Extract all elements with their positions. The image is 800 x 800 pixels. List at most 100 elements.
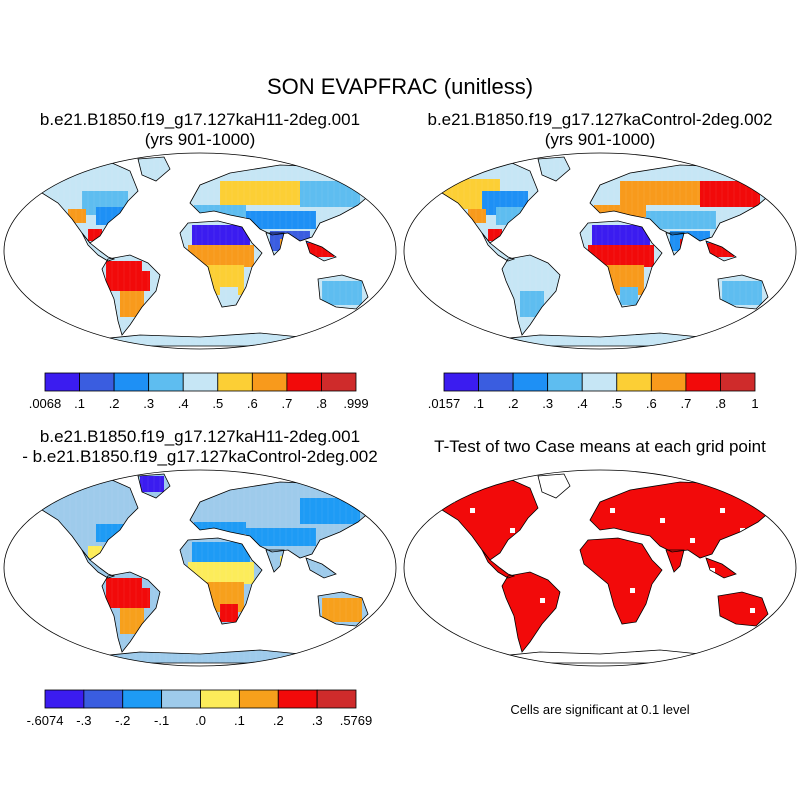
grid-cell-block: [220, 181, 300, 205]
coast-camerica: [81, 232, 116, 262]
colorbar-label: .6: [646, 396, 657, 411]
colorbar-box: [238, 689, 279, 709]
panel1-subtitle: (yrs 901-1000): [144, 130, 256, 149]
colorbar-box: [44, 372, 80, 392]
grid-cell-block: [68, 526, 86, 540]
colorbar-label: .5: [212, 396, 223, 411]
land-fill: [35, 474, 372, 663]
map-border: [3, 152, 397, 350]
coast-seasia: [305, 557, 337, 579]
grid-cell-block: [220, 287, 238, 305]
coast-africa: [579, 220, 663, 308]
grid-cell-block: [520, 291, 544, 317]
coast-india: [265, 232, 285, 256]
coast-samerica: [501, 571, 561, 653]
colorbar-label: .3: [542, 396, 553, 411]
grid-cell-block: [246, 211, 316, 229]
grid-cell-block: [530, 271, 550, 291]
colorbar-label: .2: [273, 713, 284, 728]
colorbar-label: -.1: [154, 713, 169, 728]
map-panel-2: [403, 152, 797, 350]
coast-camerica: [481, 549, 516, 579]
coast-greenland: [537, 473, 571, 499]
colorbar-box: [161, 689, 201, 709]
insignificant-cell: [540, 598, 545, 603]
map-panel-1: [3, 152, 397, 350]
coast-australia: [317, 274, 369, 310]
coast-eurasia: [589, 481, 773, 559]
insignificant-cell: [470, 508, 475, 513]
grid-cell-block: [120, 291, 144, 317]
coast-samerica: [501, 254, 561, 336]
grid-cell-block: [322, 598, 362, 622]
panel4-title: T-Test of two Case means at each grid po…: [434, 437, 766, 456]
colorbar-panel2: .0157 .1 .2 .3 .4 .5 .6 .7 .8 1: [428, 372, 759, 411]
insignificant-cell: [630, 588, 635, 593]
grid-cell-block: [188, 245, 254, 267]
colorbar-label: 1: [751, 396, 758, 411]
grid-cell-block: [130, 271, 150, 291]
colorbar-box: [478, 372, 514, 392]
coast-india: [665, 232, 685, 256]
colorbar-box: [720, 372, 756, 392]
coast-africa: [579, 537, 663, 625]
coast-seasia: [705, 557, 737, 579]
colorbar-box: [148, 372, 184, 392]
colorbar-label: .0068: [29, 396, 62, 411]
colorbar-box: [685, 372, 721, 392]
coast-samerica: [101, 254, 161, 336]
map-panel-3: [3, 469, 397, 667]
colorbar-box: [251, 372, 288, 392]
grid-cell-block: [220, 498, 300, 522]
colorbar-panel1: .0068 .1 .2 .3 .4 .5 .6 .7 .8 .999: [29, 372, 369, 411]
grid-cell-block: [96, 524, 126, 542]
colorbar-label: -.2: [115, 713, 130, 728]
grid-cell-block: [140, 476, 164, 492]
coast-eurasia: [589, 164, 773, 242]
grid-cell-block: [588, 245, 654, 267]
map-border: [403, 152, 797, 350]
coast-greenland: [137, 473, 171, 499]
significant-cells: [435, 480, 772, 652]
grid-cell-block: [300, 181, 360, 207]
grid-cell-block: [130, 588, 150, 608]
coast-eurasia: [189, 164, 373, 242]
grid-cell-block: [496, 207, 526, 225]
colorbar-box: [277, 689, 318, 709]
panel3-subtitle: - b.e21.B1850.f19_g17.127kaControl-2deg.…: [22, 447, 378, 466]
land-fill: [35, 157, 372, 346]
colorbar-label: .3: [143, 396, 154, 411]
colorbar-label: .3: [312, 713, 323, 728]
grid-cell-block: [120, 608, 144, 634]
panel3-title: b.e21.B1850.f19_g17.127kaH11-2deg.001: [39, 427, 361, 446]
colorbar-label: .0157: [428, 396, 461, 411]
colorbar-box: [44, 689, 85, 709]
grid-cell-block: [322, 281, 362, 305]
colorbar-label: .7: [281, 396, 292, 411]
coast-australia: [317, 591, 369, 627]
colorbar-label: .0: [195, 713, 206, 728]
coast-india: [265, 549, 285, 573]
colorbar-box: [316, 689, 357, 709]
colorbar-box: [581, 372, 618, 392]
colorbar-box: [321, 372, 357, 392]
colorbar-label: .1: [473, 396, 484, 411]
insignificant-cell: [610, 508, 615, 513]
figure-title: SON EVAPFRAC (unitless): [266, 74, 534, 99]
insignificant-cell: [750, 608, 755, 613]
colorbar-box: [200, 689, 240, 709]
insignificant-cell: [580, 528, 585, 533]
significance-fill: [435, 480, 772, 652]
colorbar-box: [182, 372, 219, 392]
colorbar-label: -.6074: [27, 713, 64, 728]
coast-seasia: [705, 240, 737, 262]
grid-cell-block: [300, 498, 360, 524]
colorbar-label: .7: [680, 396, 691, 411]
grid-cell-block: [246, 528, 316, 546]
insignificant-cell: [710, 568, 715, 573]
insignificant-cell: [690, 538, 695, 543]
colorbar-label: .1: [74, 396, 85, 411]
colorbar-box: [113, 372, 150, 392]
coast-africa: [179, 220, 263, 308]
coast-eurasia: [189, 481, 373, 559]
